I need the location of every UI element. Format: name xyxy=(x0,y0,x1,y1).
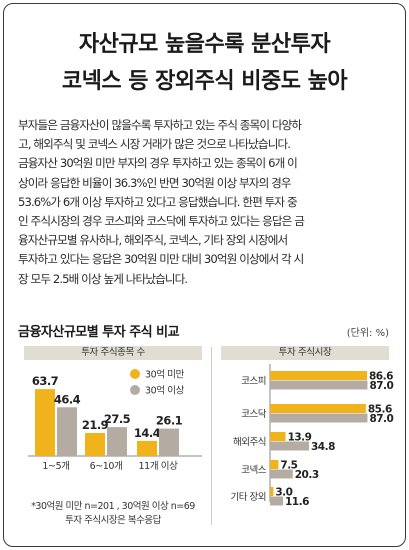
panel-divider xyxy=(211,347,212,525)
multiple-response-note: 투자 주식시장은 복수응답 xyxy=(65,515,161,526)
left-chart-title: 투자 주식종목 수 xyxy=(24,346,202,360)
body-line: 투자하고 있다는 응답은 30억원 미만 대비 30억원 이상에서 각 시 xyxy=(18,252,304,267)
body-line: 융자산규모별 유사하나, 해외주식, 코넥스, 기타 장외 시장에서 xyxy=(18,233,288,248)
body-line: 금융자산 30억원 미만 부자의 경우 투자하고 있는 종목이 6개 이 xyxy=(18,156,298,171)
headline-line-1: 자산규모 높을수록 분산투자 xyxy=(78,32,331,57)
body-line: 인 주식시장의 경우 코스피와 코스닥에 투자하고 있다는 응답은 금 xyxy=(18,214,305,229)
sample-size-note: *30억원 미만 n=201 , 30억원 이상 n=69 xyxy=(31,501,195,512)
right-chart-title: 투자 주식시장 xyxy=(221,346,389,360)
unit-label: (단위: %) xyxy=(346,328,389,339)
body-line: 상이라 응답한 비율이 36.3%인 반면 30억원 이상 부자의 경우 xyxy=(18,175,292,190)
body-line: 장 모두 2.5배 이상 높게 나타났습니다. xyxy=(18,271,188,286)
body-line: 고, 해외주식 및 코넥스 시장 거래가 많은 것으로 나타났습니다. xyxy=(18,137,291,152)
headline-line-2: 코넥스 등 장외주식 비중도 높아 xyxy=(61,69,348,94)
section-title: 금융자산규모별 투자 주식 비교 xyxy=(18,325,180,340)
body-line: 53.6%가 6개 이상 투자하고 있다고 응답했습니다. 한편 투자 중 xyxy=(18,194,298,209)
body-line: 부자들은 금융자산이 많을수록 투자하고 있는 주식 종목이 다양하 xyxy=(18,118,302,132)
body-paragraph: 부자들은 금융자산이 많을수록 투자하고 있는 주식 종목이 다양하 고, 해외… xyxy=(18,116,394,289)
